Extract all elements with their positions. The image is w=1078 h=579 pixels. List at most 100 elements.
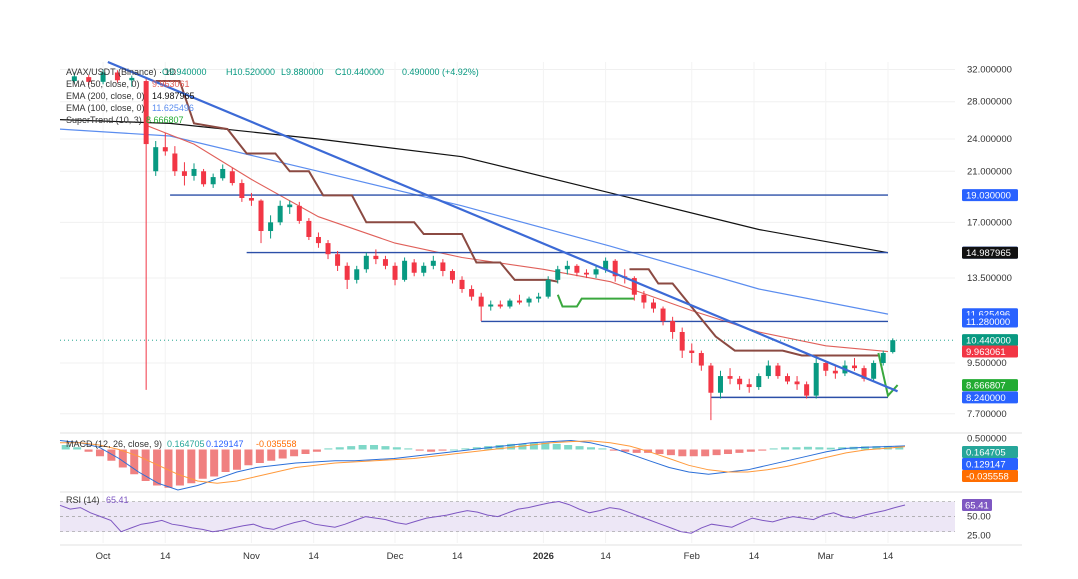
- candle-body: [248, 198, 254, 201]
- macd-histogram-bar: [769, 448, 778, 450]
- candle-body: [564, 265, 570, 270]
- macd-histogram-bar: [632, 449, 641, 453]
- macd-histogram-bar: [198, 449, 207, 479]
- candle-body: [172, 153, 178, 172]
- macd-histogram-bar: [438, 449, 447, 451]
- candle-body: [756, 376, 762, 388]
- candle-body: [871, 362, 877, 379]
- macd-signal-line: [60, 440, 906, 484]
- macd-histogram-bar: [586, 447, 595, 450]
- macd-histogram-bar: [449, 449, 458, 451]
- candle-body: [660, 308, 666, 322]
- candle-body: [698, 353, 704, 366]
- macd-histogram-bar: [541, 442, 550, 450]
- candle-body: [670, 321, 676, 332]
- price-tick-label: 13.500000: [967, 273, 1012, 284]
- candle-body: [191, 168, 197, 176]
- candle-body: [421, 265, 427, 273]
- price-label-text: 11.625496: [966, 310, 1010, 321]
- macd-histogram-bar: [130, 449, 139, 475]
- macd-histogram-bar: [392, 447, 401, 450]
- candle-body: [229, 171, 235, 184]
- macd-histogram-bar: [370, 445, 379, 450]
- macd-histogram-bar: [153, 449, 162, 486]
- macd-legend: MACD (12, 26, close, 9) 0.164705 0.12914…: [66, 439, 297, 449]
- price-tick-label: 9.500000: [967, 358, 1007, 369]
- candle-body: [784, 376, 790, 382]
- time-tick-label: 14: [600, 551, 611, 562]
- candle-body: [181, 171, 187, 176]
- macd-histogram-bar: [107, 449, 116, 461]
- macd-histogram-bar: [792, 447, 801, 450]
- macd-histogram-bar: [712, 449, 721, 456]
- price-label-text: 11.280000: [966, 317, 1010, 328]
- candle-body: [315, 236, 321, 244]
- time-tick-label: 14: [883, 551, 894, 562]
- price-label-text: 19.030000: [966, 191, 1011, 202]
- candle-body: [804, 384, 810, 396]
- macd-histogram-bar: [232, 449, 241, 470]
- macd-label: MACD (12, 26, close, 9): [66, 439, 162, 449]
- candle-body: [794, 381, 800, 385]
- price-label-box: [962, 334, 1018, 347]
- candle-body: [86, 77, 92, 82]
- price-label-box: [962, 189, 1018, 202]
- macd-histogram-bar: [278, 449, 287, 459]
- descending-trendline[interactable]: [107, 60, 898, 393]
- macd-histogram-bar: [84, 449, 93, 452]
- candle-body: [737, 378, 743, 385]
- macd-histogram-bar: [175, 449, 184, 486]
- candle-body: [143, 81, 149, 145]
- trendline[interactable]: [107, 60, 898, 393]
- legend-ema100: EMA (100, close, 0): [66, 103, 145, 113]
- candle-body: [411, 262, 417, 273]
- price-label-text: 8.666807: [966, 381, 1006, 392]
- time-tick-label: Dec: [387, 551, 404, 562]
- rsi-legend: RSI (14) 65.41: [66, 495, 129, 505]
- candle-body: [631, 278, 637, 295]
- time-tick-label: 14: [452, 551, 463, 562]
- price-tick-label: 21.000000: [967, 166, 1012, 177]
- macd-histogram-bar: [861, 446, 870, 450]
- candle-body: [382, 259, 388, 266]
- candle-body: [335, 254, 341, 266]
- price-label-text: 8.240000: [966, 393, 1006, 404]
- candle-body: [100, 72, 106, 82]
- macd-histogram-bar: [735, 449, 744, 453]
- legend-ema200: EMA (200, close, 0): [66, 91, 145, 101]
- price-label-box: [962, 246, 1018, 259]
- supertrend-up-segment: [877, 352, 899, 398]
- supertrend-down-segment: [629, 268, 879, 357]
- price-tick-label: 17.000000: [967, 217, 1012, 228]
- macd-histogram-bar: [255, 449, 264, 463]
- macd-histogram-bar: [61, 445, 70, 450]
- macd-histogram-bar: [781, 447, 790, 450]
- candle-body: [832, 370, 838, 374]
- candle-body: [612, 260, 618, 277]
- legend-ema50: EMA (50, close, 0): [66, 79, 140, 89]
- candle-body: [679, 331, 685, 351]
- macd-histogram-bar: [301, 449, 310, 454]
- candle-body: [71, 76, 77, 82]
- candle-body: [507, 300, 513, 307]
- candle-body: [650, 302, 656, 309]
- macd-histogram-bar: [575, 446, 584, 450]
- macd-line-value: 0.129147: [206, 439, 244, 449]
- candle-body: [775, 365, 781, 377]
- macd-histogram-bar: [495, 445, 504, 450]
- candle-body: [526, 298, 532, 303]
- price-axis: 32.000000 28.000000 24.000000 21.000000 17.0…: [962, 64, 1018, 420]
- candle-body: [890, 340, 896, 353]
- macd-line: [59, 439, 906, 491]
- time-tick-label: Oct: [96, 551, 111, 562]
- macd-histogram-bar: [529, 442, 538, 450]
- candle-body: [555, 269, 561, 280]
- macd-histogram-bar: [678, 449, 687, 457]
- legend-ema50-value: 9.963061: [152, 79, 190, 89]
- macd-histogram-bar: [621, 449, 630, 452]
- candle-body: [497, 304, 503, 307]
- candle-body: [114, 72, 120, 81]
